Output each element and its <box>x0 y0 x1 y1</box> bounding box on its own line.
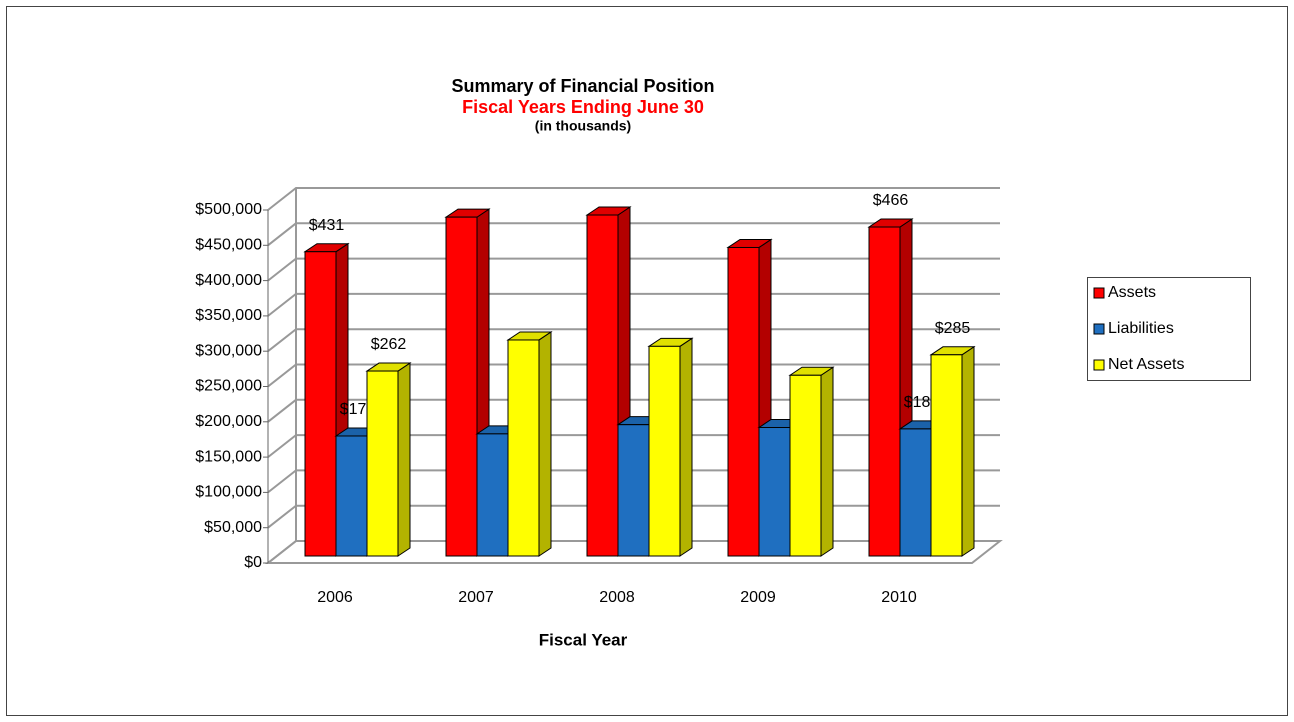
bar <box>617 424 650 557</box>
data-label: $285 <box>935 320 971 337</box>
y-tick-label: $50,000 <box>204 519 262 536</box>
bar-side <box>679 337 693 557</box>
x-tick-label: 2010 <box>881 589 917 606</box>
bar <box>476 433 509 557</box>
chart-subtitle: Fiscal Years Ending June 30 <box>462 97 704 117</box>
legend-swatch <box>1093 323 1105 335</box>
y-tick-label: $400,000 <box>195 272 262 289</box>
bar <box>930 354 963 557</box>
grid-line <box>267 187 1000 211</box>
bar <box>648 345 681 557</box>
data-label: $431 <box>309 217 345 234</box>
bar <box>304 251 337 557</box>
x-tick-label: 2007 <box>458 589 494 606</box>
y-tick-label: $250,000 <box>195 378 262 395</box>
x-tick-label: 2009 <box>740 589 776 606</box>
bar <box>335 435 368 557</box>
legend-label: Assets <box>1108 284 1156 301</box>
bar <box>366 370 399 557</box>
data-label: $262 <box>371 336 407 353</box>
legend-label: Net Assets <box>1108 356 1184 373</box>
y-tick-label: $300,000 <box>195 342 262 359</box>
y-tick-label: $200,000 <box>195 413 262 430</box>
grid-line <box>267 222 1000 247</box>
bar-side <box>961 345 975 557</box>
data-label: $170 <box>340 401 376 418</box>
bar <box>789 374 822 557</box>
y-tick-label: $100,000 <box>195 484 262 501</box>
legend <box>1087 277 1251 381</box>
bar-side <box>538 331 552 557</box>
chart-note: (in thousands) <box>535 118 631 134</box>
legend-swatch <box>1093 287 1105 299</box>
y-tick-label: $500,000 <box>195 201 262 218</box>
bar <box>758 427 791 557</box>
bar <box>868 226 901 557</box>
x-tick-label: 2008 <box>599 589 635 606</box>
legend-label: Liabilities <box>1108 320 1174 337</box>
chart-title: Summary of Financial Position <box>451 76 714 96</box>
data-label: $466 <box>873 192 909 209</box>
bar <box>899 428 932 557</box>
x-axis-label: Fiscal Year <box>539 630 628 649</box>
y-tick-label: $350,000 <box>195 307 262 324</box>
bar <box>445 216 478 557</box>
bar <box>586 214 619 557</box>
y-tick-label: $150,000 <box>195 448 262 465</box>
bar <box>507 339 540 557</box>
bar-side <box>820 366 834 557</box>
chart-border <box>6 6 1288 716</box>
legend-swatch <box>1093 359 1105 371</box>
bar-side <box>397 362 411 557</box>
y-tick-label: $0 <box>244 554 262 571</box>
data-label: $180 <box>904 394 940 411</box>
x-tick-label: 2006 <box>317 589 353 606</box>
y-tick-label: $450,000 <box>195 237 262 254</box>
bar <box>727 246 760 557</box>
